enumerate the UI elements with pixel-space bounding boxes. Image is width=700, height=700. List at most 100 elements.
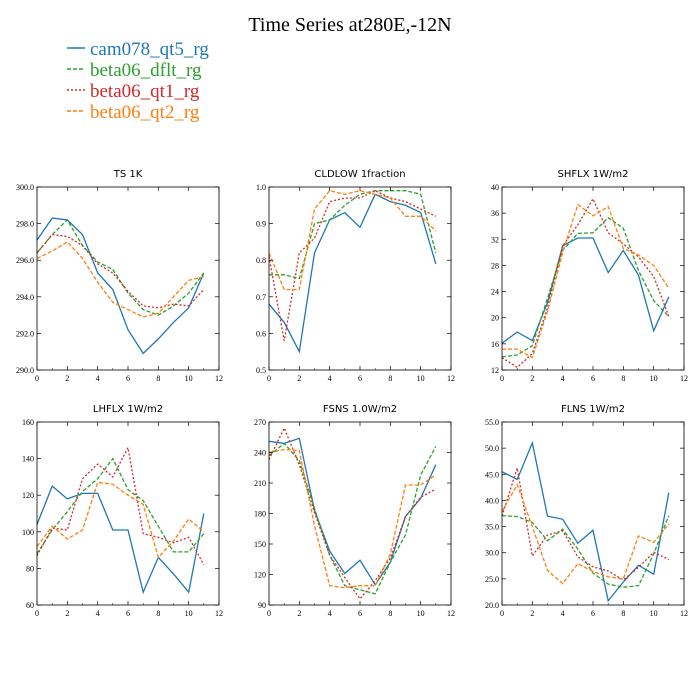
y-tick-label: 270 — [254, 418, 266, 427]
y-tick-label: 0.6 — [256, 329, 266, 338]
y-tick-label: 90 — [258, 601, 266, 610]
chart-panel: FLNS 1W/m2 0 2 4 6 8 10 12 20.0 25.0 30.0 35.0 40.0 4… — [485, 404, 688, 618]
panel-title: LHFLX 1W/m2 — [93, 404, 163, 415]
legend-item: cam078_qt5_rg — [67, 39, 209, 60]
panel-title: FLNS 1W/m2 — [561, 404, 625, 415]
figure-title: Time Series at280E,-12N — [248, 14, 451, 36]
chart-panel: TS 1K 0 2 4 6 8 10 12 290.0 292.0 294.0 296.0 298.0 3… — [16, 169, 223, 383]
y-tick-label: 30.0 — [485, 549, 499, 558]
x-tick-label: 0 — [500, 609, 504, 618]
y-tick-label: 80 — [26, 564, 34, 573]
y-tick-label: 40.0 — [485, 496, 499, 505]
x-tick-label: 0 — [35, 609, 39, 618]
series-line — [501, 467, 670, 581]
legend-label: beta06_qt1_rg — [90, 81, 200, 102]
x-tick-label: 6 — [591, 374, 595, 383]
x-tick-label: 8 — [621, 374, 625, 383]
x-tick-label: 8 — [156, 609, 160, 618]
y-tick-label: 294.0 — [16, 293, 34, 302]
x-tick-label: 2 — [65, 609, 69, 618]
y-tick-label: 20 — [491, 314, 499, 323]
x-tick-label: 6 — [358, 374, 362, 383]
x-tick-label: 4 — [328, 374, 332, 383]
y-tick-label: 140 — [22, 455, 34, 464]
y-tick-label: 45.0 — [485, 470, 499, 479]
x-tick-label: 4 — [96, 609, 100, 618]
x-tick-label: 2 — [297, 374, 301, 383]
series-line — [501, 514, 670, 588]
panel-title: FSNS 1.0W/m2 — [323, 404, 397, 415]
y-tick-label: 300.0 — [16, 183, 34, 192]
y-tick-label: 36 — [491, 209, 499, 218]
legend: cam078_qt5_rg beta06_dflt_rg beta06_qt1_… — [67, 39, 209, 123]
panels: TS 1K0 2 4 6 8 10 12290.0292.0294.0296.0298.03… — [16, 169, 688, 618]
y-tick-label: 210 — [254, 479, 266, 488]
x-tick-label: 0 — [267, 374, 271, 383]
x-tick-label: 12 — [680, 609, 688, 618]
x-tick-label: 4 — [328, 609, 332, 618]
x-tick-label: 6 — [358, 609, 362, 618]
series-line — [36, 445, 205, 566]
y-tick-label: 290.0 — [16, 366, 34, 375]
y-tick-label: 32 — [491, 235, 499, 244]
x-tick-label: 0 — [267, 609, 271, 618]
x-tick-label: 2 — [530, 374, 534, 383]
series-line — [36, 241, 204, 318]
series-line — [268, 437, 437, 586]
y-tick-label: 120 — [22, 491, 34, 500]
series-line — [36, 481, 205, 559]
x-tick-label: 12 — [680, 374, 688, 383]
y-tick-label: 0.7 — [256, 293, 266, 302]
x-tick-label: 10 — [185, 374, 193, 383]
y-tick-label: 20.0 — [485, 601, 499, 610]
x-tick-label: 4 — [96, 374, 100, 383]
series-line — [268, 448, 437, 589]
x-tick-label: 12 — [447, 609, 455, 618]
x-tick-label: 6 — [126, 609, 130, 618]
series-line — [501, 440, 670, 603]
y-tick-label: 50.0 — [485, 444, 499, 453]
y-tick-label: 292.0 — [16, 329, 34, 338]
x-tick-label: 10 — [417, 609, 425, 618]
x-tick-label: 2 — [530, 609, 534, 618]
series-line — [36, 217, 205, 355]
y-tick-label: 28 — [491, 261, 499, 270]
chart-panel: CLDLOW 1fraction 0 2 4 6 8 10 12 0.5 0.6 0.7 0.8 0.9… — [256, 169, 455, 383]
series-line — [502, 203, 670, 359]
y-tick-label: 0.5 — [256, 366, 266, 375]
y-tick-label: 240 — [254, 449, 266, 458]
y-tick-label: 1.0 — [256, 183, 266, 192]
series-line — [501, 237, 670, 344]
series-line — [269, 190, 437, 280]
x-tick-label: 2 — [65, 374, 69, 383]
legend-label: beta06_qt2_rg — [90, 102, 200, 123]
panel-title: TS 1K — [113, 169, 143, 180]
y-tick-label: 120 — [254, 571, 266, 580]
x-tick-label: 8 — [388, 609, 392, 618]
panel-title: SHFLX 1W/m2 — [558, 169, 629, 180]
y-tick-label: 55.0 — [485, 418, 499, 427]
x-tick-label: 10 — [185, 609, 193, 618]
x-tick-label: 8 — [621, 609, 625, 618]
y-tick-label: 0.9 — [256, 220, 266, 229]
y-tick-label: 24 — [491, 288, 499, 297]
panel-title: CLDLOW 1fraction — [314, 169, 405, 180]
y-tick-label: 100 — [22, 528, 34, 537]
x-tick-label: 4 — [561, 609, 565, 618]
legend-label: cam078_qt5_rg — [90, 39, 209, 60]
series-line — [268, 193, 437, 354]
x-tick-label: 12 — [447, 374, 455, 383]
x-tick-label: 0 — [500, 374, 504, 383]
legend-item: beta06_qt2_rg — [67, 102, 200, 123]
series-line — [36, 233, 205, 309]
y-tick-label: 150 — [254, 540, 266, 549]
x-tick-label: 8 — [388, 374, 392, 383]
x-tick-label: 0 — [35, 374, 39, 383]
series-line — [501, 483, 670, 585]
y-tick-label: 296.0 — [16, 256, 34, 265]
chart-panel: FSNS 1.0W/m2 0 2 4 6 8 10 12 90 120 150 180 210 240 27… — [254, 404, 455, 618]
legend-item: beta06_qt1_rg — [67, 81, 200, 102]
